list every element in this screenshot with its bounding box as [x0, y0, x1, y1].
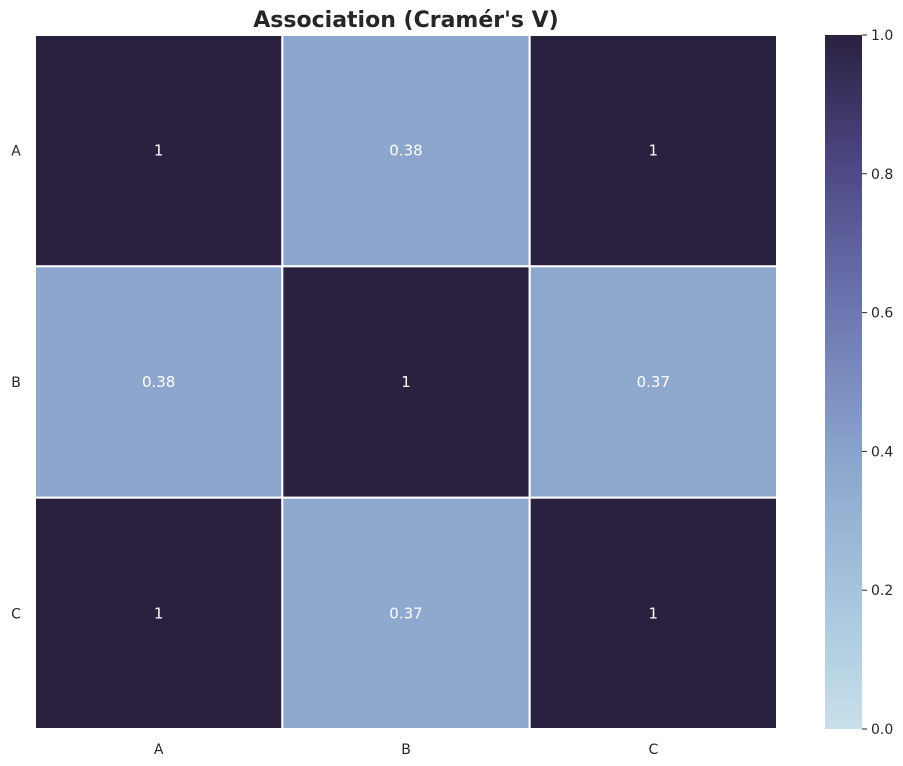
heatmap-cell-B-C [528, 265, 779, 499]
colorbar [825, 35, 862, 729]
x-tick-label: B [401, 742, 411, 758]
heatmap-cell-labels: 1 0.38 1 0.38 1 0.37 1 0.37 1 [142, 142, 670, 623]
cell-value-label: 1 [649, 604, 659, 622]
chart-title: Association (Cramér's V) [253, 8, 558, 33]
x-tick-label: A [154, 742, 164, 758]
colorbar-tick-label: 0.2 [871, 583, 893, 599]
colorbar-tick-label: 1.0 [871, 28, 893, 44]
colorbar-tick-label: 0.6 [871, 306, 893, 322]
x-tick-label: C [648, 742, 658, 758]
cell-value-label: 0.38 [389, 142, 422, 160]
colorbar-tick-label: 0.4 [871, 444, 893, 460]
cell-value-label: 1 [401, 373, 411, 391]
heatmap-cell-A-C [528, 34, 779, 268]
x-axis-tick-labels: A B C [154, 742, 659, 758]
heatmap-cell-C-B [281, 496, 531, 730]
cell-value-label: 0.38 [142, 373, 175, 391]
heatmap-cell-B-B [281, 265, 531, 499]
colorbar-tick-label: 0.0 [871, 722, 893, 738]
colorbar-tick-label: 0.8 [871, 167, 893, 183]
cell-value-label: 0.37 [637, 373, 670, 391]
y-tick-label: A [11, 144, 21, 160]
y-tick-label: C [11, 606, 21, 622]
y-axis-tick-labels: A B C [11, 144, 21, 623]
heatmap-cells [34, 34, 779, 730]
heatmap-cell-B-A [34, 265, 284, 499]
y-tick-label: B [11, 375, 21, 391]
heatmap-cell-A-A [34, 34, 284, 268]
heatmap-cell-A-B [281, 34, 531, 268]
heatmap-cell-C-C [528, 496, 779, 730]
cell-value-label: 1 [154, 604, 164, 622]
cell-value-label: 1 [154, 142, 164, 160]
cell-value-label: 1 [649, 142, 659, 160]
cell-value-label: 0.37 [389, 604, 422, 622]
heatmap-cell-C-A [34, 496, 284, 730]
colorbar-ticks: 0.0 0.2 0.4 0.6 0.8 1.0 [862, 28, 893, 738]
